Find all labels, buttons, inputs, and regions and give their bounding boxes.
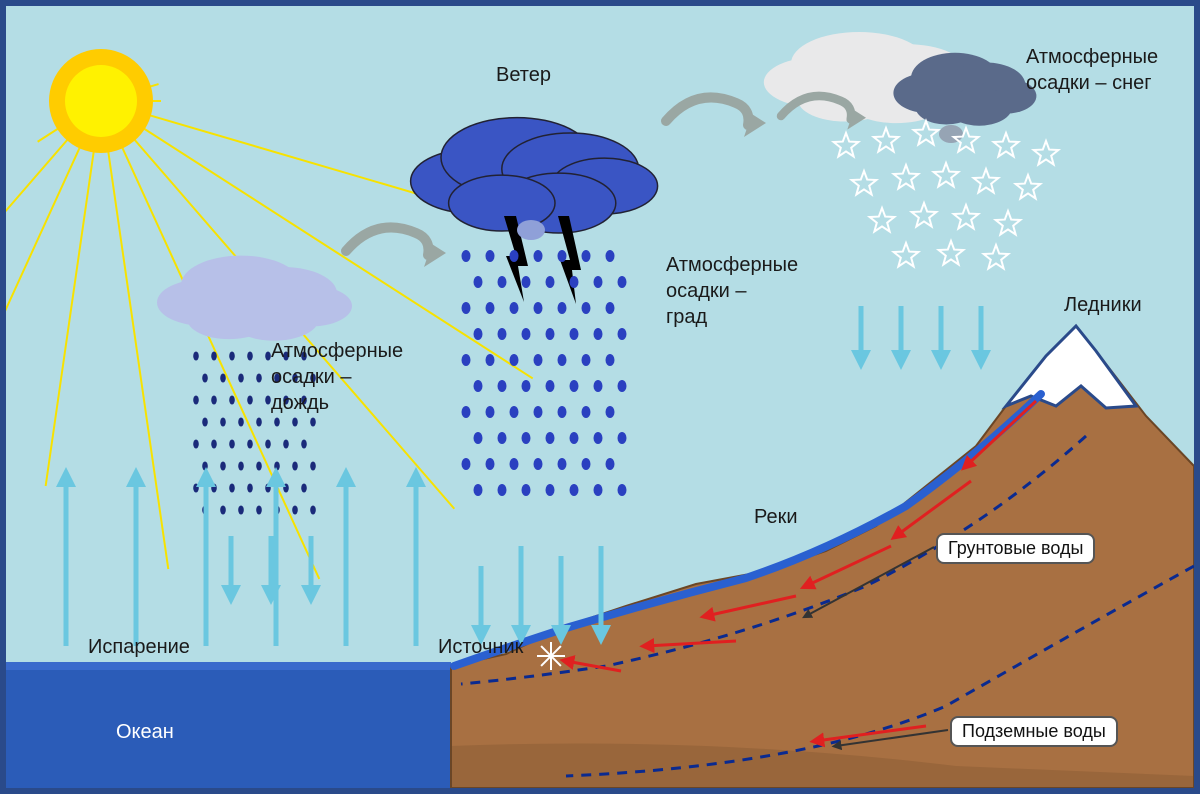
label-hail-3: град [666, 306, 707, 329]
label-ocean: Океан [116, 721, 174, 744]
callout-groundwater-shallow: Грунтовые воды [936, 533, 1095, 564]
label-snow-2: осадки – снег [1026, 72, 1152, 95]
callout-groundwater-deep: Подземные воды [950, 716, 1118, 747]
label-wind: Ветер [496, 64, 551, 87]
snow-stars [834, 121, 1059, 269]
cloud [411, 118, 658, 304]
label-hail-1: Атмосферные [666, 254, 798, 277]
label-snow-1: Атмосферные [1026, 46, 1158, 69]
scene-svg [6, 6, 1194, 788]
label-rain-1: Атмосферные [271, 340, 403, 363]
label-hail-2: осадки – [666, 280, 747, 303]
label-glaciers: Ледники [1064, 294, 1142, 317]
label-rain-2: осадки – [271, 366, 352, 389]
label-evaporation: Испарение [88, 636, 190, 659]
label-rivers: Реки [754, 506, 798, 529]
label-spring: Источник [438, 636, 523, 659]
cloud [157, 256, 352, 341]
hail-drops [462, 250, 627, 496]
label-rain-3: дождь [271, 392, 329, 415]
water-cycle-diagram: Ветер Атмосферные осадки – дождь Атмосфе… [0, 0, 1200, 794]
